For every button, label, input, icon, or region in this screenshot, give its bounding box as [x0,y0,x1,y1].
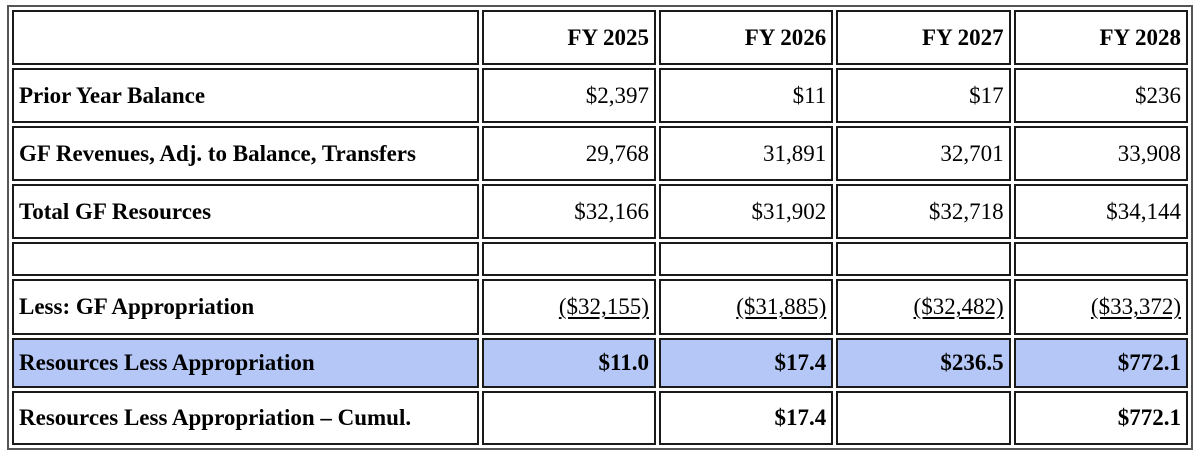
cell-value: $772.1 [1013,391,1188,445]
cell-value: ($31,885) [658,279,834,335]
row-label: Less: GF Appropriation [12,279,479,335]
cell-value: ($32,155) [481,279,656,335]
budget-table-container: FY 2025 FY 2026 FY 2027 FY 2028 Prior Ye… [7,5,1193,450]
cell-value: $17.4 [658,338,834,388]
cell-value: 32,701 [836,126,1011,181]
cell-value [836,242,1011,276]
cell-value: $32,166 [481,184,656,239]
table-row-resources-less-appropriation: Resources Less Appropriation $11.0 $17.4… [12,338,1188,388]
cell-value-text: ($33,372) [1090,294,1181,319]
cell-value: $34,144 [1013,184,1188,239]
cell-value: $11.0 [481,338,656,388]
cell-value: $31,902 [658,184,834,239]
cell-value [1013,242,1188,276]
row-label: Resources Less Appropriation [12,338,479,388]
cell-value: $772.1 [1013,338,1188,388]
cell-value: $17 [836,68,1011,123]
cell-value-text: ($32,482) [913,294,1004,319]
row-label [12,242,479,276]
table-row-total-gf-resources: Total GF Resources $32,166 $31,902 $32,7… [12,184,1188,239]
table-row-prior-year-balance: Prior Year Balance $2,397 $11 $17 $236 [12,68,1188,123]
cell-value-text: ($31,885) [736,294,827,319]
cell-value: $2,397 [481,68,656,123]
cell-value: $17.4 [658,391,834,445]
table-row-spacer [12,242,1188,276]
budget-table: FY 2025 FY 2026 FY 2027 FY 2028 Prior Ye… [7,5,1193,450]
cell-value: ($32,482) [836,279,1011,335]
header-cell-fy2027: FY 2027 [836,10,1011,65]
cell-value: ($33,372) [1013,279,1188,335]
cell-value: $236.5 [836,338,1011,388]
cell-value [836,391,1011,445]
header-cell-blank [12,10,479,65]
header-cell-fy2026: FY 2026 [658,10,834,65]
cell-value: $236 [1013,68,1188,123]
row-label: Prior Year Balance [12,68,479,123]
header-row: FY 2025 FY 2026 FY 2027 FY 2028 [12,10,1188,65]
table-row-gf-revenues: GF Revenues, Adj. to Balance, Transfers … [12,126,1188,181]
cell-value: $11 [658,68,834,123]
cell-value: 33,908 [1013,126,1188,181]
table-row-gf-appropriation: Less: GF Appropriation ($32,155) ($31,88… [12,279,1188,335]
cell-value: 31,891 [658,126,834,181]
cell-value-text: ($32,155) [558,294,649,319]
row-label: Resources Less Appropriation – Cumul. [12,391,479,445]
cell-value [481,391,656,445]
header-cell-fy2025: FY 2025 [481,10,656,65]
table-row-resources-less-appropriation-cumul: Resources Less Appropriation – Cumul. $1… [12,391,1188,445]
cell-value [658,242,834,276]
cell-value [481,242,656,276]
cell-value: 29,768 [481,126,656,181]
row-label: GF Revenues, Adj. to Balance, Transfers [12,126,479,181]
header-cell-fy2028: FY 2028 [1013,10,1188,65]
row-label: Total GF Resources [12,184,479,239]
cell-value: $32,718 [836,184,1011,239]
